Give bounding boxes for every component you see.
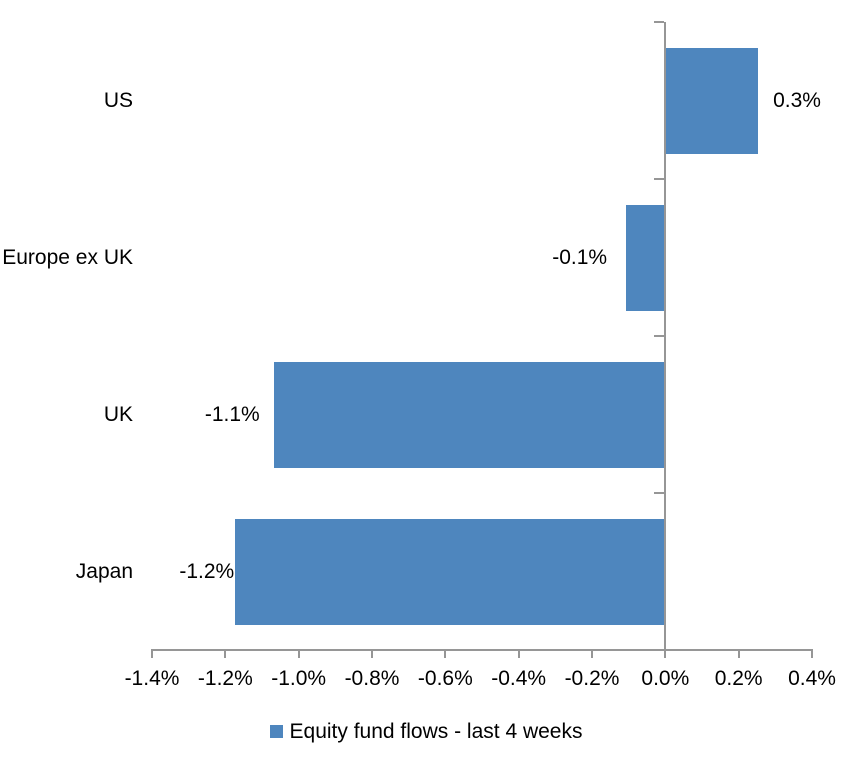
category-axis-line: [664, 22, 667, 658]
x-axis-tick-label: 0.2%: [714, 667, 763, 690]
x-axis-tick: [737, 650, 740, 658]
x-axis-tick-label: -0.2%: [564, 667, 620, 690]
x-axis-tick-label: -0.4%: [491, 667, 547, 690]
value-axis-line: [151, 649, 813, 651]
bar-value-label: -1.1%: [204, 403, 260, 426]
category-label: Japan: [75, 560, 133, 583]
x-axis-tick-label: 0.0%: [641, 667, 690, 690]
x-axis-tick-label: -0.8%: [344, 667, 400, 690]
category-axis-tick: [654, 21, 665, 23]
x-axis-tick: [224, 650, 227, 658]
x-axis-tick-label: -0.6%: [417, 667, 473, 690]
x-axis-tick-label: -1.0%: [271, 667, 327, 690]
bar-value-label: 0.3%: [773, 89, 821, 112]
legend-label: Equity fund flows - last 4 weeks: [289, 719, 583, 743]
bar-japan: [235, 518, 666, 625]
x-axis-tick: [444, 650, 447, 658]
category-label: UK: [103, 403, 133, 426]
legend-series-marker-icon: [269, 724, 283, 738]
category-label: US: [103, 89, 133, 112]
x-axis-tick: [591, 650, 593, 658]
bar-value-label: -1.2%: [179, 560, 235, 583]
bar-europe-ex-uk: [626, 204, 666, 311]
x-axis-tick-label: -1.4%: [124, 667, 180, 690]
x-axis-tick-label: 0.4%: [788, 667, 836, 690]
x-axis-tick: [811, 650, 813, 658]
x-axis-tick: [517, 650, 520, 658]
x-axis-tick: [297, 650, 300, 658]
category-axis-tick: [654, 335, 665, 337]
bar-value-label: -0.1%: [552, 246, 608, 269]
category-label: Europe ex UK: [2, 246, 133, 269]
bar-uk: [273, 361, 666, 468]
legend: Equity fund flows - last 4 weeks: [0, 716, 852, 746]
x-axis-tick: [371, 650, 373, 658]
category-axis-tick: [654, 492, 665, 494]
x-axis-tick-label: -1.2%: [197, 667, 253, 690]
bar-us: [665, 47, 759, 154]
x-axis-tick: [151, 650, 153, 658]
category-axis-tick: [654, 178, 665, 180]
